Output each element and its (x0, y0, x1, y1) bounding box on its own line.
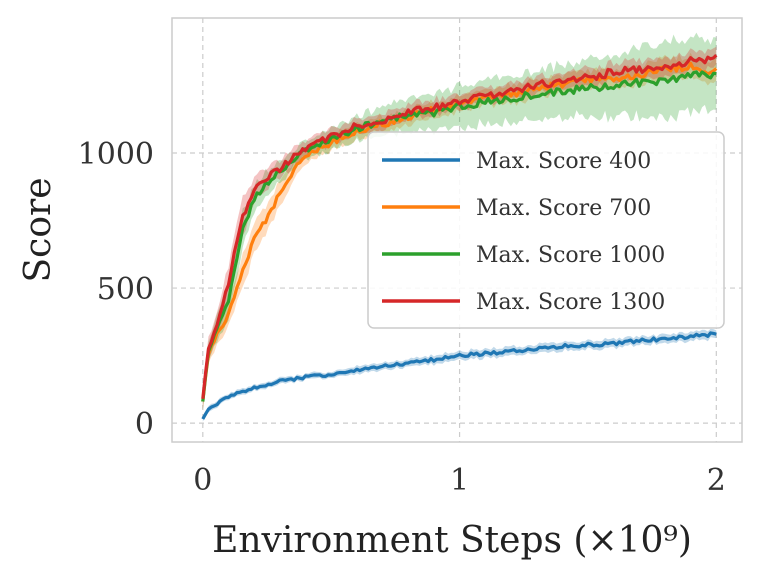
y-tick-label: 0 (135, 407, 154, 442)
x-tick-label: 0 (193, 463, 212, 498)
y-tick-label: 1000 (78, 137, 154, 172)
series-band (202, 32, 717, 410)
y-tick-label: 500 (97, 272, 154, 307)
y-tick-labels: 0 500 1000 (78, 137, 154, 442)
x-tick-labels: 0 1 2 (193, 463, 726, 498)
plot-frame (171, 17, 743, 443)
legend-entry: Max. Score 1000 (476, 243, 665, 268)
legend-entry: Max. Score 700 (476, 196, 651, 221)
x-axis-label: Environment Steps (×10⁹) (212, 520, 692, 561)
legend-entry: Max. Score 400 (476, 149, 651, 174)
legend: Max. Score 400 Max. Score 700 Max. Score 1… (367, 131, 725, 329)
x-tick-label: 2 (707, 463, 726, 498)
x-tick-label: 1 (450, 463, 469, 498)
legend-box (367, 131, 725, 329)
series-line (201, 331, 717, 420)
legend-entry: Max. Score 1300 (476, 290, 665, 315)
y-axis-label: Score (18, 177, 59, 282)
series-lines (201, 54, 718, 420)
series-line (201, 54, 718, 399)
